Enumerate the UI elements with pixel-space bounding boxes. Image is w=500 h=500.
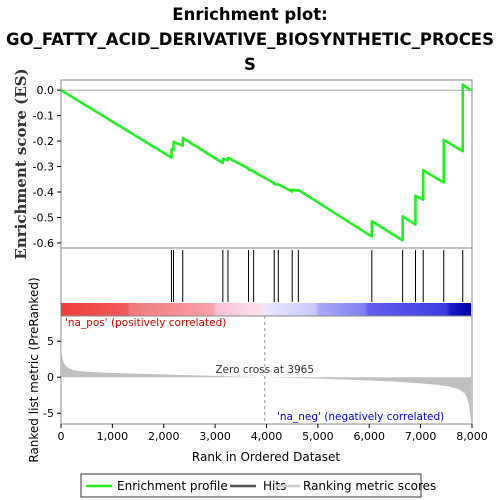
es-y-axis-label: Enrichment score (ES)	[12, 68, 30, 259]
legend-item-enrichment: Enrichment profile	[86, 479, 228, 493]
zero-cross-label: Zero cross at 3965	[215, 364, 314, 376]
chart-title-line-1: Enrichment plot:	[172, 5, 327, 24]
x-axis-label: Rank in Ordered Dataset	[192, 450, 340, 464]
es-y-tick-label: -0.4	[33, 186, 54, 199]
es-y-tick-label: -0.2	[33, 135, 54, 148]
legend-item-metric: Ranking metric scores	[274, 479, 436, 493]
es-y-tick-label: -0.3	[33, 161, 54, 174]
es-y-tick-label: -0.5	[33, 211, 54, 224]
x-tick-label: 8,000	[456, 430, 488, 443]
legend-label-metric: Ranking metric scores	[303, 479, 436, 493]
x-tick-label: 1,000	[97, 430, 129, 443]
es-y-tick-label: -0.1	[33, 110, 54, 123]
metric-y-tick-label: -5	[43, 407, 54, 420]
metric-y-tick-label: 0	[47, 371, 54, 384]
x-tick-label: 7,000	[405, 430, 437, 443]
es-y-axis: 0.0 -0.1 -0.2 -0.3 -0.4 -0.5 -0.6	[33, 84, 472, 250]
chart-title-line-2: GO_FATTY_ACID_DERIVATIVE_BIOSYNTHETIC_PR…	[6, 30, 494, 49]
metric-panel	[60, 315, 473, 425]
x-tick-label: 0	[58, 430, 65, 443]
x-axis: 0 1,000 2,000 3,000 4,000 5,000 6,000 7,000 8,00…	[58, 424, 488, 443]
x-tick-label: 6,000	[354, 430, 386, 443]
chart-title-line-3: S	[244, 55, 256, 74]
x-tick-label: 2,000	[148, 430, 180, 443]
positive-label: 'na_pos' (positively correlated)	[65, 317, 226, 329]
x-tick-label: 5,000	[302, 430, 334, 443]
negative-label: 'na_neg' (negatively correlated)	[277, 411, 444, 423]
rank-color-bar	[61, 303, 471, 316]
es-y-tick-label: 0.0	[37, 84, 55, 97]
metric-y-axis: 5 0 -5	[43, 335, 61, 420]
hit-markers	[170, 250, 464, 302]
x-tick-label: 3,000	[199, 430, 231, 443]
es-profile-line	[60, 83, 472, 242]
x-tick-label: 4,000	[251, 430, 283, 443]
metric-y-axis-label: Ranked list metric (PreRanked)	[27, 277, 41, 462]
legend-label-enrichment: Enrichment profile	[117, 479, 228, 493]
metric-y-tick-label: 5	[47, 335, 54, 348]
ranking-metric-area	[61, 341, 471, 422]
es-y-tick-label: -0.6	[33, 237, 54, 250]
es-panel	[60, 79, 473, 249]
